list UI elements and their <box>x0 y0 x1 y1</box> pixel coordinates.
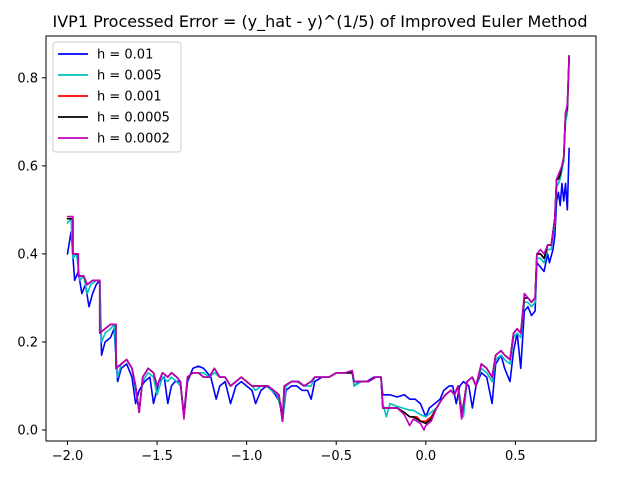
y-tick-label: 0.2 <box>17 335 38 350</box>
y-tick-label: 0.8 <box>17 71 38 86</box>
legend-label-3: h = 0.0005 <box>97 111 170 126</box>
legend-label-2: h = 0.001 <box>97 90 162 105</box>
legend-box <box>52 41 182 153</box>
x-tick-label: −1.0 <box>231 449 263 464</box>
x-tick-label: −0.5 <box>320 449 352 464</box>
y-tick-label: 0.4 <box>17 247 38 262</box>
chart-title: IVP1 Processed Error = (y_hat - y)^(1/5)… <box>53 12 588 32</box>
series-layer <box>66 55 570 431</box>
y-axis-ticks: 0.0 0.2 0.4 0.6 0.8 <box>17 71 46 438</box>
axes-frame <box>45 35 597 442</box>
legend-label-1: h = 0.005 <box>97 69 162 84</box>
series-line-4 <box>66 55 570 431</box>
y-tick-label: 0.6 <box>17 159 38 174</box>
legend: h = 0.01 h = 0.005 h = 0.001 h = 0.0005 h = … <box>52 41 182 153</box>
x-tick-label: 0.0 <box>415 449 436 464</box>
y-tick-label: 0.0 <box>17 423 38 438</box>
x-tick-label: 0.5 <box>505 449 526 464</box>
legend-label-0: h = 0.01 <box>97 48 153 63</box>
x-tick-label: −2.0 <box>52 449 84 464</box>
legend-label-4: h = 0.0002 <box>97 132 170 147</box>
x-tick-label: −1.5 <box>141 449 173 464</box>
x-axis-ticks: −2.0 −1.5 −1.0 −0.5 0.0 0.5 <box>52 441 526 464</box>
